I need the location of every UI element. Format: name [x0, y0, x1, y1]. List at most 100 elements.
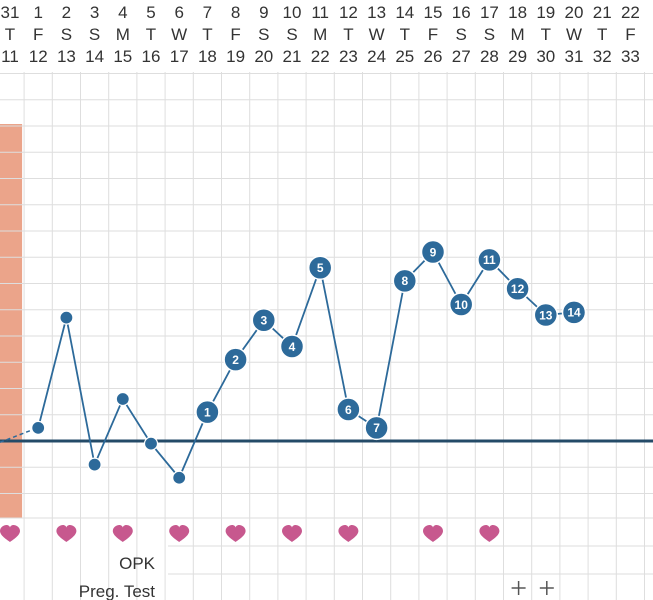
weekday-letter: M	[511, 25, 525, 44]
weekday-letter: T	[5, 25, 15, 44]
period-bar	[0, 124, 23, 518]
date-column-header: 31 T 11	[1, 3, 20, 66]
date-column-header: 19 T 30	[536, 3, 555, 66]
date-column-header: 13 W 24	[367, 3, 386, 66]
data-point-numbered[interactable]	[533, 302, 559, 328]
cycle-day: 25	[395, 47, 414, 66]
calendar-date: 5	[146, 3, 155, 22]
date-column-header: 10 S 21	[283, 3, 302, 66]
calendar-date: 22	[621, 3, 640, 22]
data-point-numbered[interactable]	[251, 308, 277, 333]
calendar-date: 21	[593, 3, 612, 22]
date-column-header: 9 S 20	[254, 3, 273, 66]
heart-icon[interactable]	[112, 525, 133, 542]
heart-icon[interactable]	[0, 525, 20, 542]
data-point-numbered[interactable]	[448, 292, 474, 317]
data-point-label: 7	[373, 421, 380, 435]
calendar-date: 17	[480, 3, 499, 22]
data-point[interactable]	[87, 457, 102, 472]
data-point-numbered[interactable]	[279, 334, 305, 359]
calendar-date: 10	[283, 3, 302, 22]
cycle-day: 29	[508, 47, 527, 66]
data-point-numbered[interactable]	[307, 255, 333, 280]
data-point-numbered[interactable]	[195, 399, 220, 425]
data-point[interactable]	[143, 436, 159, 451]
date-column-header: 18 M 29	[508, 3, 527, 66]
calendar-date: 19	[536, 3, 555, 22]
heart-icon[interactable]	[338, 525, 359, 542]
weekday-letter: W	[171, 25, 187, 44]
cycle-day: 12	[29, 47, 48, 66]
data-point-label: 12	[511, 282, 525, 296]
cycle-day: 26	[424, 47, 443, 66]
data-point-numbered[interactable]	[561, 300, 587, 325]
calendar-date: 11	[311, 3, 329, 22]
data-point-numbered[interactable]	[505, 276, 530, 301]
data-point-numbered[interactable]	[223, 347, 248, 372]
data-point[interactable]	[59, 310, 74, 325]
cycle-day: 27	[452, 47, 471, 66]
cycle-day: 24	[367, 47, 386, 66]
data-point-label: 10	[455, 298, 469, 312]
data-point[interactable]	[31, 420, 46, 435]
heart-icon[interactable]	[225, 525, 246, 542]
weekday-letter: S	[456, 25, 467, 44]
calendar-date: 3	[90, 3, 99, 22]
cycle-day: 15	[113, 47, 132, 66]
plus-icon[interactable]	[539, 581, 554, 595]
opk-row-label: OPK	[119, 554, 156, 573]
data-point-numbered[interactable]	[336, 397, 361, 422]
calendar-date: 16	[452, 3, 471, 22]
weekday-letter: S	[286, 25, 297, 44]
cycle-day: 11	[1, 47, 19, 66]
weekday-letter: S	[258, 25, 269, 44]
calendar-date: 8	[231, 3, 240, 22]
heart-icon[interactable]	[479, 525, 500, 542]
data-point-numbered[interactable]	[477, 247, 502, 273]
weekday-letter: W	[369, 25, 385, 44]
data-point-numbered[interactable]	[364, 415, 389, 441]
date-column-header: 6 W 17	[170, 3, 189, 66]
weekday-letter: S	[484, 25, 495, 44]
heart-icon[interactable]	[282, 525, 302, 542]
weekday-letter: M	[116, 25, 130, 44]
preg-test-row	[511, 581, 554, 595]
data-point-label: 1	[204, 405, 211, 419]
calendar-date: 14	[395, 3, 414, 22]
cycle-day: 31	[565, 47, 584, 66]
data-point-label: 2	[232, 353, 239, 367]
weekday-letter: T	[400, 25, 410, 44]
data-point-numbered[interactable]	[392, 268, 418, 294]
weekday-letter: F	[33, 25, 43, 44]
data-point[interactable]	[172, 470, 187, 485]
cycle-day: 18	[198, 47, 217, 66]
heart-icon[interactable]	[423, 525, 443, 542]
date-column-header: 15 F 26	[424, 3, 443, 66]
data-point-label: 11	[483, 253, 496, 267]
plus-icon[interactable]	[511, 581, 526, 595]
data-point-label: 8	[401, 274, 408, 288]
heart-icon[interactable]	[169, 525, 190, 542]
cycle-day: 30	[536, 47, 555, 66]
cycle-day: 22	[311, 47, 330, 66]
date-column-header: 22 F 33	[621, 3, 640, 66]
cycle-day: 28	[480, 47, 499, 66]
cycle-day: 32	[593, 47, 612, 66]
series-lead-in	[0, 429, 33, 444]
date-column-header: 8 F 19	[226, 3, 245, 66]
data-point-numbered[interactable]	[420, 239, 446, 265]
weekday-letter: F	[625, 25, 635, 44]
data-point[interactable]	[115, 391, 130, 407]
data-point-label: 14	[567, 306, 581, 320]
date-column-header: 14 T 25	[395, 3, 414, 66]
cycle-day: 23	[339, 47, 358, 66]
calendar-date: 6	[174, 3, 183, 22]
date-column-header: 12 T 23	[339, 3, 358, 66]
cycle-day: 20	[254, 47, 273, 66]
weekday-letter: T	[202, 25, 212, 44]
preg-test-row-label: Preg. Test	[79, 582, 156, 600]
cycle-day: 13	[57, 47, 76, 66]
heart-icon[interactable]	[56, 525, 77, 542]
date-column-header: 20 W 31	[565, 3, 584, 66]
